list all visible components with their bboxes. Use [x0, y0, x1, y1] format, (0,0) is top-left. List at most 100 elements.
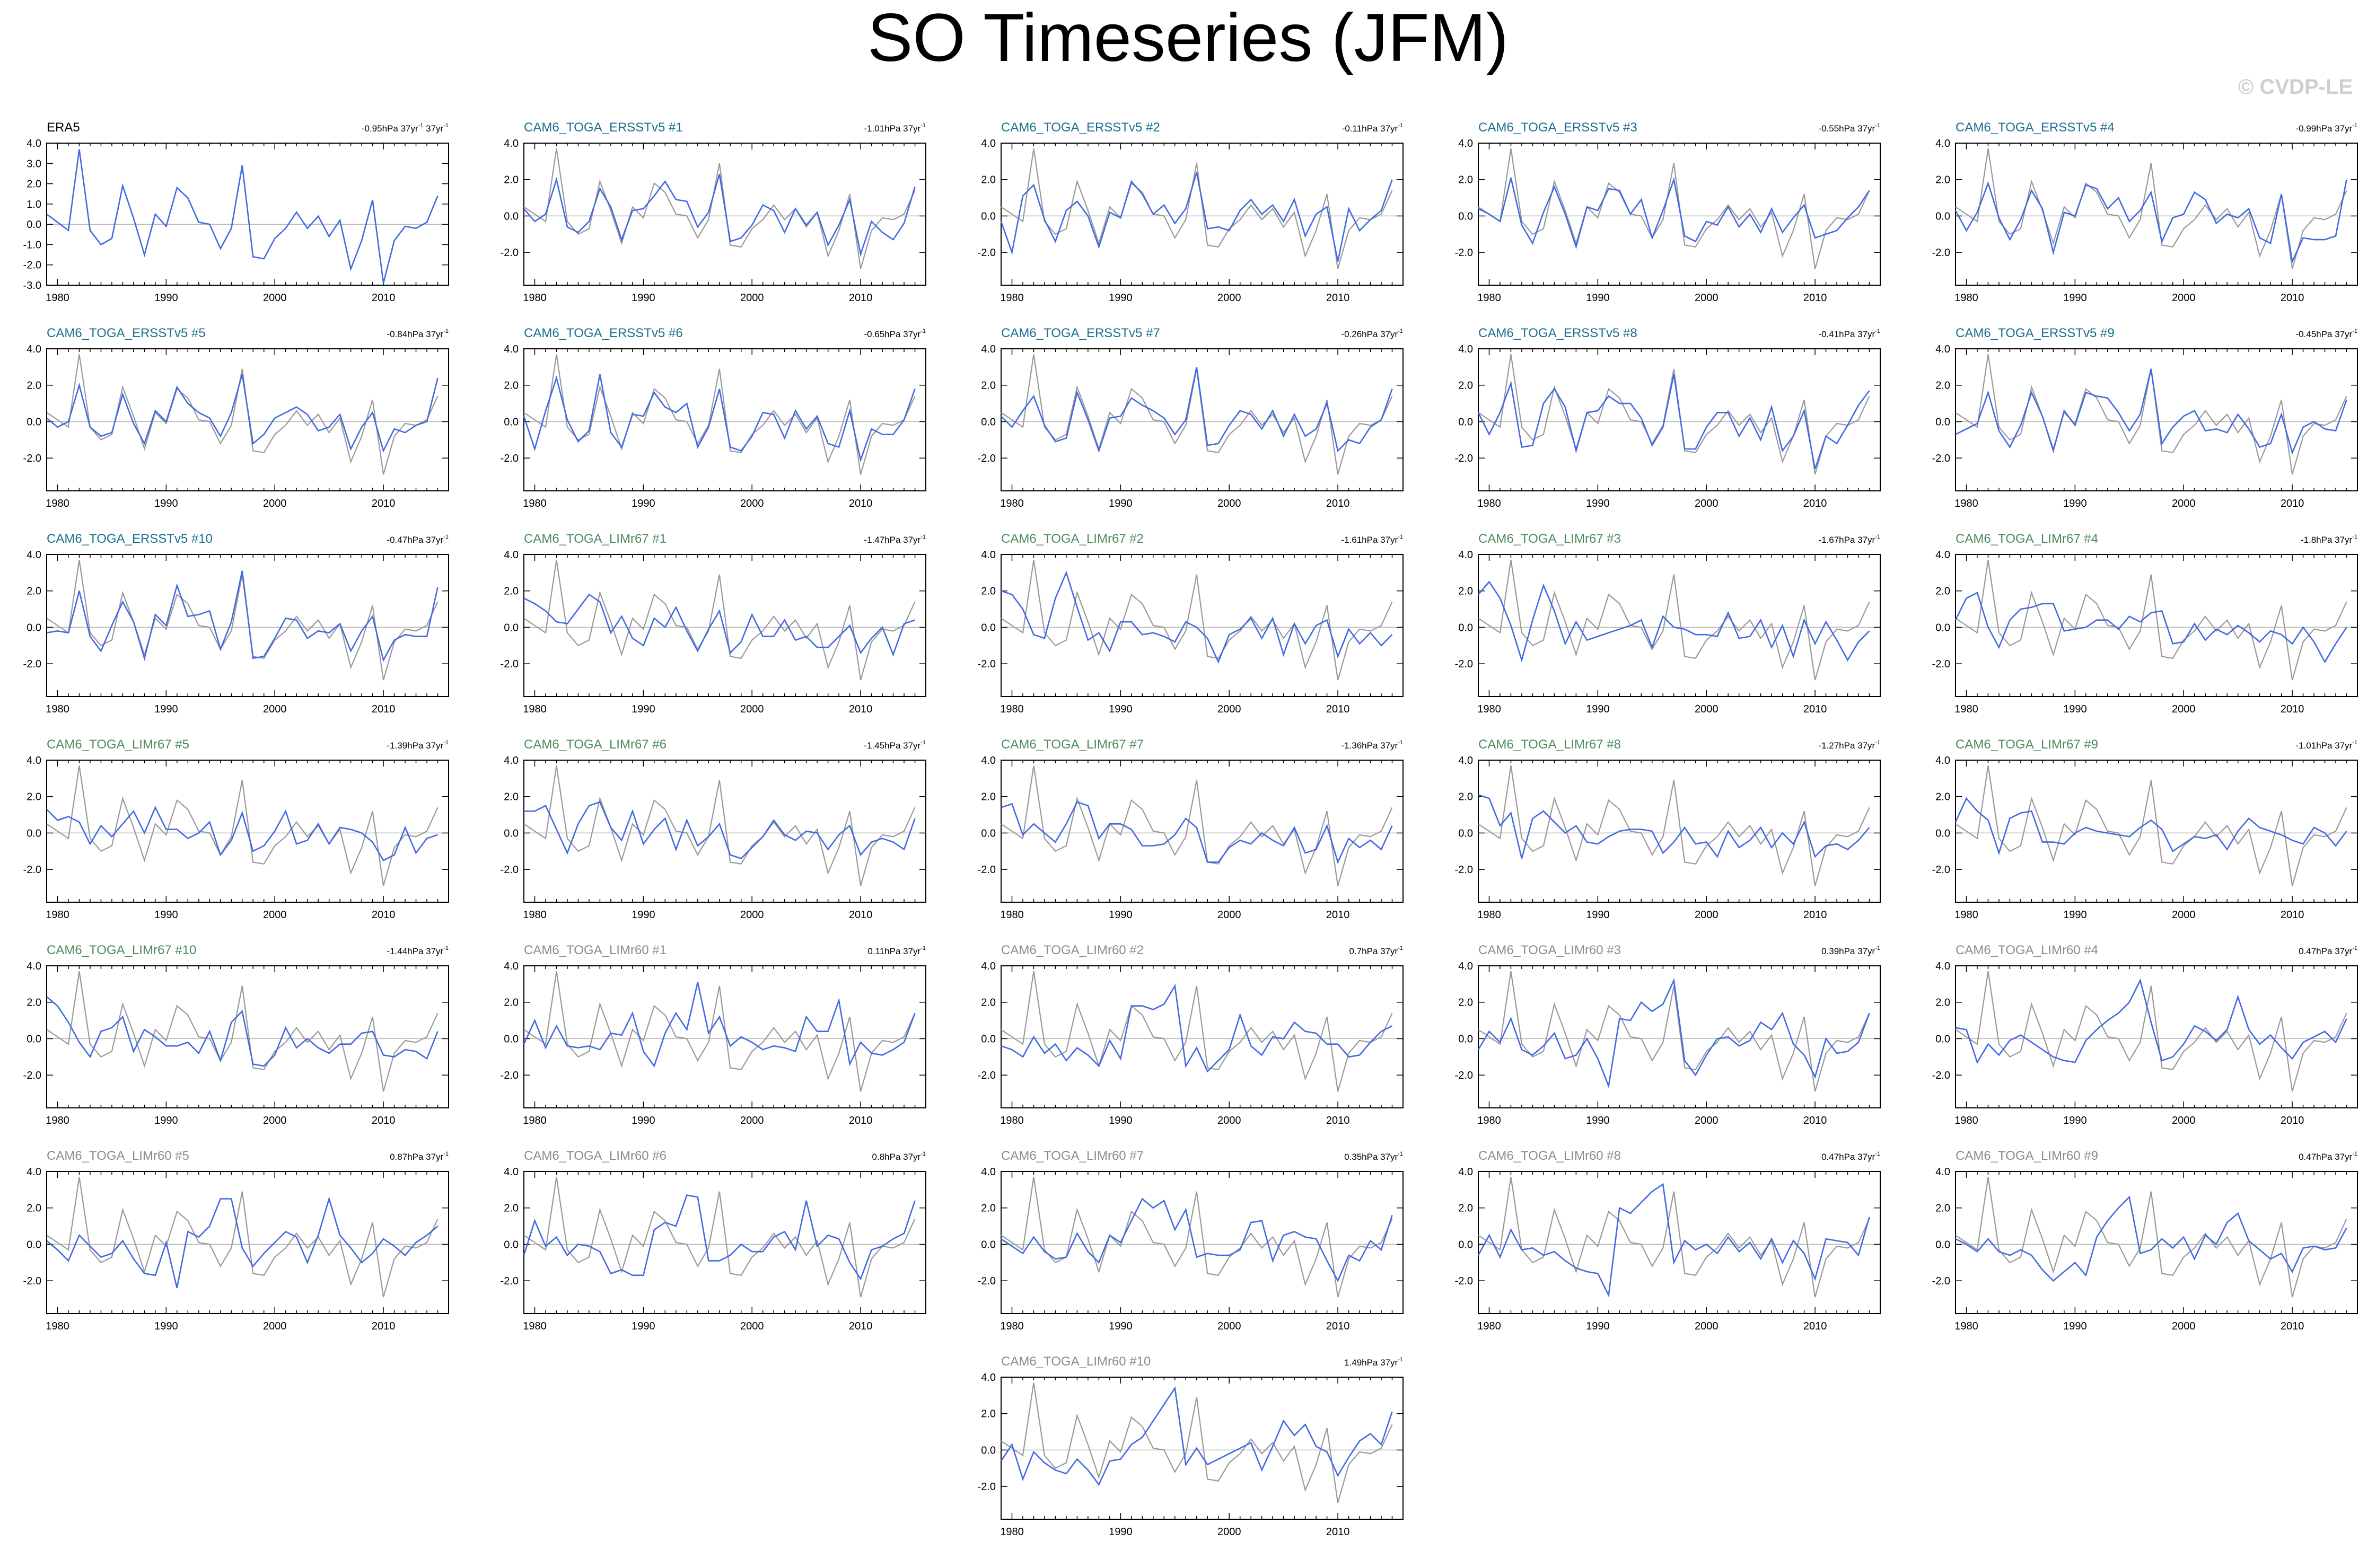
- y-tick-label: 0.0: [504, 622, 519, 633]
- y-tick-label: 4.0: [981, 961, 996, 972]
- y-tick-label: 0.0: [1458, 622, 1473, 633]
- chart-panel: CAM6_TOGA_LIMr60 #5 0.87hPa 37yr-1 4.0 2.0 0…: [23, 1149, 449, 1332]
- plot-frame: [1001, 348, 1404, 491]
- panel-label: CAM6_TOGA_LIMr60 #6: [524, 1149, 667, 1163]
- x-tick-label: 1990: [1586, 703, 1610, 715]
- plot-frame: [523, 965, 926, 1108]
- y-tick-label: 0.0: [504, 827, 519, 839]
- x-tick-label: 2000: [740, 292, 764, 304]
- x-tick-label: 2000: [263, 1320, 287, 1332]
- x-tick-label: 1980: [1000, 1115, 1024, 1126]
- y-tick-label: 4.0: [27, 343, 41, 355]
- y-tick-label: -2.0: [978, 247, 996, 259]
- chart-panel: CAM6_TOGA_ERSSTv5 #2 -0.11hPa 37yr-1 4.0 2.…: [978, 120, 1404, 304]
- panel-label: CAM6_TOGA_ERSSTv5 #4: [1956, 120, 2115, 135]
- x-tick-label: 1980: [1000, 1526, 1024, 1538]
- y-tick-label: 2.0: [504, 586, 519, 597]
- x-tick-label: 2010: [849, 498, 873, 509]
- y-tick-label: 0.0: [1458, 416, 1473, 428]
- panel-trend: -1.44hPa 37yr-1: [387, 945, 449, 956]
- y-tick-label: 2.0: [504, 1203, 519, 1214]
- y-tick-label: -2.0: [1455, 1275, 1473, 1287]
- y-tick-label: 2.0: [1935, 791, 1950, 803]
- y-tick-label: -2.0: [23, 1070, 41, 1081]
- x-tick-label: 1990: [1109, 909, 1133, 921]
- series-line-model: [1954, 797, 2347, 856]
- plot-frame: [1478, 965, 1881, 1108]
- x-tick-label: 1980: [1000, 292, 1024, 304]
- y-tick-label: 2.0: [504, 380, 519, 392]
- y-tick-label: 2.0: [1458, 586, 1473, 597]
- x-tick-label: 2000: [2172, 909, 2196, 921]
- series-line-era5: [46, 1177, 439, 1298]
- x-tick-label: 1990: [2063, 292, 2087, 304]
- y-tick-label: 4.0: [27, 755, 41, 767]
- series-line-model: [1955, 368, 2347, 455]
- series-line-model: [1477, 374, 1870, 470]
- x-tick-label: 2000: [1217, 1320, 1241, 1332]
- x-tick-label: 1990: [1586, 292, 1610, 304]
- plot-frame: [523, 143, 926, 286]
- x-tick-label: 2000: [263, 498, 287, 509]
- plot-frame: [46, 1171, 449, 1314]
- x-tick-label: 2000: [2172, 498, 2196, 509]
- x-tick-label: 2000: [740, 1115, 764, 1126]
- plot-frame: [523, 760, 926, 903]
- panel-label: CAM6_TOGA_LIMr67 #10: [47, 943, 196, 957]
- y-tick-label: 4.0: [27, 549, 41, 561]
- x-tick-label: 1990: [1109, 1526, 1133, 1538]
- panel-trend: -0.65hPa 37yr-1: [864, 328, 926, 339]
- x-tick-label: 2010: [1326, 498, 1350, 509]
- x-tick-label: 1980: [1000, 1320, 1024, 1332]
- panel-trend: 0.47hPa 37yr-1: [1821, 1151, 1880, 1162]
- x-tick-label: 2010: [1803, 1320, 1827, 1332]
- chart-panel: CAM6_TOGA_ERSSTv5 #9 -0.45hPa 37yr-1 4.0 2.…: [1932, 326, 2358, 509]
- panel-trend: -0.47hPa 37yr-1: [387, 534, 449, 545]
- x-tick-label: 1990: [2063, 1320, 2087, 1332]
- x-tick-label: 1990: [1586, 1115, 1610, 1126]
- y-tick-label: -2.0: [1932, 658, 1950, 670]
- y-tick-label: -2.0: [1455, 658, 1473, 670]
- series-line-era5: [46, 354, 439, 475]
- x-tick-label: 2010: [372, 1320, 396, 1332]
- plot-frame: [1001, 965, 1404, 1108]
- y-tick-label: 0.0: [504, 1239, 519, 1250]
- plot-frame: [1478, 348, 1881, 491]
- panel-trend: -1.8hPa 37yr-1: [2301, 534, 2357, 545]
- x-tick-label: 1990: [1109, 1115, 1133, 1126]
- x-tick-label: 2000: [740, 909, 764, 921]
- x-tick-label: 2000: [1217, 1115, 1241, 1126]
- panel-trend: -0.55hPa 37yr-1: [1818, 122, 1880, 134]
- plot-frame: [523, 554, 926, 697]
- chart-panel: CAM6_TOGA_LIMr67 #5 -1.39hPa 37yr-1 4.0 2.0…: [23, 737, 449, 921]
- x-tick-label: 1990: [154, 909, 178, 921]
- x-tick-label: 2000: [1695, 909, 1719, 921]
- x-tick-label: 2000: [1217, 1526, 1241, 1538]
- chart-panel: CAM6_TOGA_LIMr60 #3 0.39hPa 37yr-1 4.0 2.0 0…: [1455, 943, 1881, 1126]
- y-tick-label: 4.0: [981, 1166, 996, 1178]
- panel-trend: -1.45hPa 37yr-1: [864, 739, 926, 751]
- series-line-era5: [46, 149, 439, 284]
- panel-trend: -0.95hPa 37yr-1 37yr-1: [362, 122, 449, 134]
- series-line-model: [1001, 570, 1393, 664]
- series-line-era5: [1955, 765, 2347, 886]
- x-tick-label: 1980: [1000, 703, 1024, 715]
- x-tick-label: 1990: [632, 1115, 655, 1126]
- x-tick-label: 1990: [632, 292, 655, 304]
- y-tick-label: 4.0: [981, 549, 996, 561]
- x-tick-label: 1990: [154, 1115, 178, 1126]
- x-tick-label: 2010: [1803, 292, 1827, 304]
- x-tick-label: 1980: [1954, 909, 1978, 921]
- x-tick-label: 1980: [1954, 703, 1978, 715]
- plot-frame: [1001, 1377, 1404, 1520]
- x-tick-label: 1980: [1477, 703, 1501, 715]
- y-tick-label: 4.0: [981, 138, 996, 149]
- x-tick-label: 2010: [849, 1320, 873, 1332]
- y-tick-label: 0.0: [1935, 1033, 1950, 1045]
- panel-trend: -1.61hPa 37yr-1: [1341, 534, 1403, 545]
- series-line-era5: [1001, 560, 1393, 681]
- chart-panel: CAM6_TOGA_LIMr60 #9 0.47hPa 37yr-1 4.0 2.0 0…: [1932, 1149, 2358, 1332]
- series-line-model: [1478, 177, 1870, 250]
- series-line-era5: [523, 354, 916, 475]
